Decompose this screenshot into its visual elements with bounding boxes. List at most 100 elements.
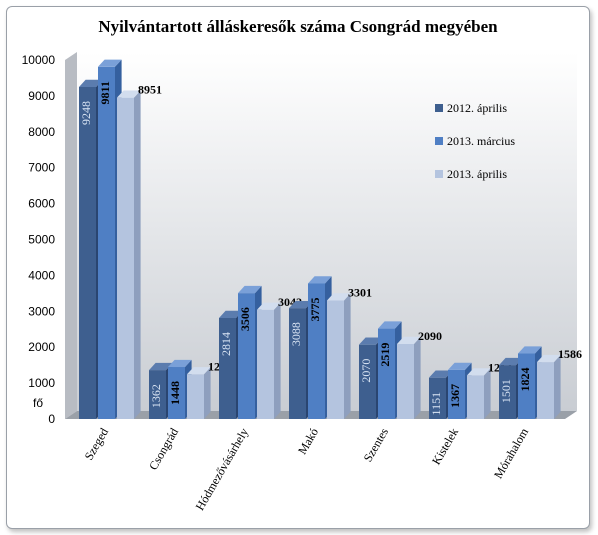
bar-top — [537, 354, 561, 363]
data-label: 1586 — [558, 347, 582, 361]
bar-front — [518, 353, 535, 419]
bar-s3-6 — [537, 354, 561, 419]
bar-front — [448, 369, 465, 419]
bar-front — [327, 300, 344, 419]
chart-title: Nyilvántartott álláskeresők száma Csongr… — [98, 17, 498, 36]
bar-top — [499, 357, 523, 366]
x-tick-label: Csongrád — [146, 426, 181, 473]
bar-front — [117, 97, 134, 419]
bar-top — [149, 362, 173, 371]
bar-top — [238, 285, 262, 294]
bar-front — [378, 328, 395, 419]
bar-front — [98, 66, 115, 419]
y-tick-label: 0 — [48, 412, 55, 426]
x-tick-label: Makó — [295, 426, 321, 457]
bar-top — [397, 336, 421, 344]
legend-label: 2012. április — [447, 101, 507, 115]
bar-top — [467, 368, 491, 376]
bar-front — [467, 375, 484, 419]
legend-label: 2013. március — [447, 134, 515, 148]
bar-top — [378, 321, 402, 329]
bar-s3-5 — [467, 368, 491, 419]
data-label: 2070 — [359, 359, 373, 383]
bar-front — [499, 365, 516, 419]
data-label: 1501 — [499, 379, 513, 403]
y-axis-unit: fő — [33, 396, 43, 410]
bar-front — [257, 309, 274, 419]
bar-top — [219, 310, 243, 318]
bar-top — [117, 90, 141, 98]
bar-top — [308, 276, 332, 284]
bar-top — [518, 346, 542, 354]
bar-front — [289, 308, 306, 419]
legend-swatch — [435, 170, 443, 178]
bar-side — [554, 354, 561, 419]
bar-front — [219, 317, 236, 419]
y-tick-label: 1000 — [28, 376, 55, 390]
bar-top — [98, 59, 122, 67]
data-label: 9811 — [98, 81, 112, 104]
bar-top — [168, 359, 192, 368]
legend: 2012. április 2013. március 2013. április — [435, 101, 515, 181]
bar-top — [429, 370, 453, 378]
bar-top — [327, 293, 351, 301]
chart-frame: Nyilvántartott álláskeresők száma Csongr… — [6, 6, 590, 529]
side-wall — [65, 52, 77, 419]
bar-front — [187, 374, 204, 419]
x-tick-label: Kistelek — [429, 426, 461, 468]
bar-chart: Nyilvántartott álláskeresők száma Csongr… — [22, 17, 582, 513]
data-label: 2519 — [378, 343, 392, 367]
bar-side — [274, 302, 281, 419]
y-tick-label: 9000 — [28, 89, 55, 103]
bar-top — [448, 362, 472, 370]
bar-s3-1 — [187, 367, 211, 419]
bar-front — [397, 343, 414, 419]
bar-side — [344, 293, 351, 419]
bar-side — [414, 336, 421, 419]
data-label: 1448 — [168, 381, 182, 405]
x-tick-label: Szentes — [361, 425, 392, 464]
bar-side — [484, 368, 491, 419]
legend-swatch — [435, 104, 443, 112]
bar-s3-4 — [397, 336, 421, 419]
data-label: 8951 — [138, 83, 162, 97]
y-tick-label: 5000 — [28, 233, 55, 247]
y-tick-label: 2000 — [28, 340, 55, 354]
bar-side — [134, 90, 141, 419]
bar-front — [168, 367, 185, 419]
x-tick-label: Hódmezővásárhely — [193, 426, 251, 513]
legend-swatch — [435, 137, 443, 145]
bar-top — [359, 337, 383, 345]
bar-front — [238, 293, 255, 419]
y-tick-label: 4000 — [28, 268, 55, 282]
y-tick-label: 10000 — [22, 53, 56, 67]
bar-s3-0 — [117, 90, 141, 419]
data-label: 1362 — [149, 384, 163, 408]
bar-s3-2 — [257, 302, 281, 419]
data-label: 3506 — [238, 307, 252, 331]
plot-area: 0 1000 2000 3000 4000 5000 6000 7000 8000 9000 100… — [22, 52, 582, 513]
x-tick-label: Mórahalom — [491, 425, 531, 481]
bar-top — [289, 300, 313, 309]
bar-front — [149, 370, 166, 419]
legend-label: 2013. április — [447, 167, 507, 181]
y-tick-label: 3000 — [28, 304, 55, 318]
bar-top — [187, 367, 211, 375]
bar-front — [359, 344, 376, 419]
data-label: 3775 — [308, 297, 322, 321]
data-label: 3301 — [348, 285, 372, 299]
bar-front — [79, 86, 96, 420]
data-label: 1151 — [429, 392, 443, 416]
bar-front — [429, 377, 446, 419]
bar-s3-3 — [327, 293, 351, 419]
bar-front — [308, 283, 325, 419]
bar-top — [79, 79, 103, 87]
bar-side — [204, 367, 211, 419]
bar-front — [537, 362, 554, 419]
data-label: 3088 — [289, 322, 303, 346]
bar-top — [257, 302, 281, 310]
data-label: 1367 — [448, 384, 462, 408]
y-tick-label: 8000 — [28, 125, 55, 139]
y-tick-label: 6000 — [28, 197, 55, 211]
data-label: 9248 — [79, 101, 93, 125]
